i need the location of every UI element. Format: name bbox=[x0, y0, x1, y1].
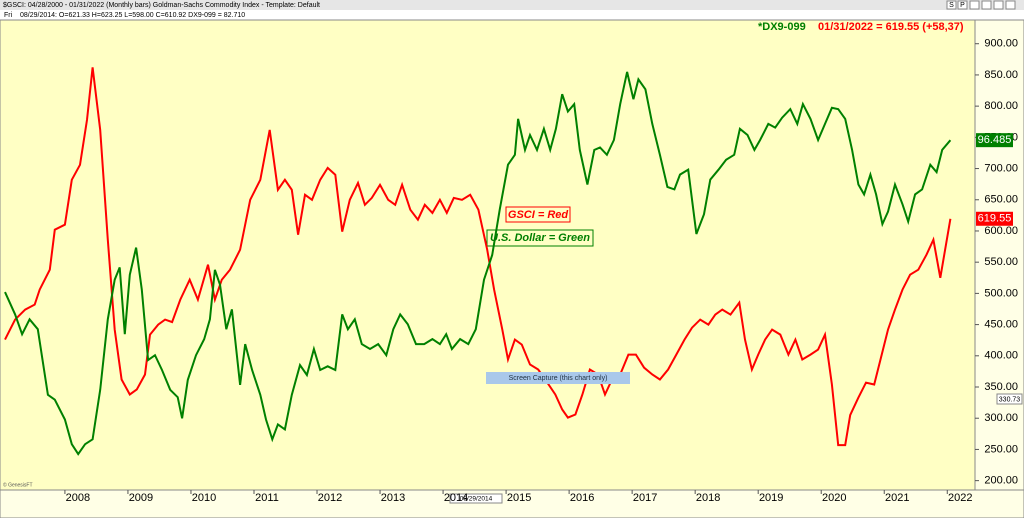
annotation-box bbox=[505, 206, 571, 223]
x-tick-label: 2019 bbox=[759, 492, 783, 504]
x-tick-label: 2014 bbox=[444, 492, 468, 504]
y-tick-label: 850.00 bbox=[984, 69, 1018, 81]
x-tick-label: 2018 bbox=[696, 492, 720, 504]
x-tick-label: 2010 bbox=[192, 492, 216, 504]
watermark: © GenesisFT bbox=[3, 481, 33, 488]
icon-button[interactable] bbox=[993, 0, 1004, 10]
x-tick-label: 2009 bbox=[129, 492, 153, 504]
y-tick-label: 200.00 bbox=[984, 475, 1018, 487]
weekday: Fri bbox=[4, 12, 13, 19]
y-tick-label: 450.00 bbox=[984, 319, 1018, 331]
icon-button[interactable] bbox=[981, 0, 992, 10]
y-tick-label: 800.00 bbox=[984, 100, 1018, 112]
y-tick-label: 550.00 bbox=[984, 256, 1018, 268]
y-tick-label: 900.00 bbox=[984, 38, 1018, 50]
last-value-label: 96.485 bbox=[978, 134, 1012, 146]
header-symbol: *DX9-099 bbox=[758, 21, 806, 33]
header-quote: 01/31/2022 = 619.55 (+58,37) bbox=[818, 21, 964, 33]
x-tick-label: 2008 bbox=[66, 492, 90, 504]
annotation: GSCI = Red bbox=[508, 209, 568, 221]
series-layer bbox=[4, 67, 952, 456]
icon-button[interactable] bbox=[969, 0, 980, 10]
y-tick-label: 500.00 bbox=[984, 287, 1018, 299]
x-tick-label: 2022 bbox=[948, 492, 972, 504]
button[interactable] bbox=[957, 0, 968, 10]
y-tick-label: 650.00 bbox=[984, 194, 1018, 206]
x-tick-label: 2017 bbox=[633, 492, 657, 504]
series-line bbox=[4, 67, 952, 447]
cursor-value-box bbox=[996, 393, 1023, 405]
x-tick-label: 2020 bbox=[822, 492, 846, 504]
x-tick-label: 2013 bbox=[381, 492, 405, 504]
icon-button[interactable] bbox=[1005, 0, 1016, 10]
y-tick-label: 600.00 bbox=[984, 225, 1018, 237]
price-axis bbox=[974, 19, 1024, 491]
last-value-box bbox=[976, 133, 1013, 148]
x-tick-label: 2015 bbox=[507, 492, 531, 504]
last-value-label: 619.55 bbox=[978, 213, 1012, 225]
window-title: $GSCI: 04/28/2000 - 01/31/2022 (Monthly … bbox=[3, 2, 320, 9]
cursor-date-box bbox=[449, 493, 503, 504]
button-label[interactable]: S bbox=[949, 2, 954, 9]
series-line bbox=[4, 71, 952, 456]
x-tick-label: 2021 bbox=[885, 492, 909, 504]
info-line: 08/29/2014: O=621.33 H=623.25 L=598.00 C… bbox=[20, 12, 245, 19]
title-bar bbox=[0, 0, 1024, 10]
cursor-value: 330.73 bbox=[999, 396, 1021, 403]
button-label[interactable]: P bbox=[960, 2, 965, 9]
x-tick-label: 2011 bbox=[255, 492, 279, 504]
x-tick-label: 2016 bbox=[570, 492, 594, 504]
y-tick-label: 250.00 bbox=[984, 443, 1018, 455]
button[interactable] bbox=[946, 0, 957, 10]
last-value-box bbox=[976, 211, 1013, 226]
y-tick-label: 300.00 bbox=[984, 412, 1018, 424]
y-tick-label: 400.00 bbox=[984, 350, 1018, 362]
annotation: U.S. Dollar = Green bbox=[490, 232, 590, 244]
tooltip: Screen Capture (this chart only) bbox=[509, 375, 608, 382]
cursor-date: 08/29/2014 bbox=[460, 496, 493, 503]
tooltip-bg bbox=[486, 372, 630, 384]
time-axis bbox=[0, 489, 1024, 518]
x-tick-label: 2012 bbox=[318, 492, 342, 504]
annotation-box bbox=[486, 229, 594, 247]
y-tick-label: 700.00 bbox=[984, 162, 1018, 174]
y-tick-label: 350.00 bbox=[984, 381, 1018, 393]
